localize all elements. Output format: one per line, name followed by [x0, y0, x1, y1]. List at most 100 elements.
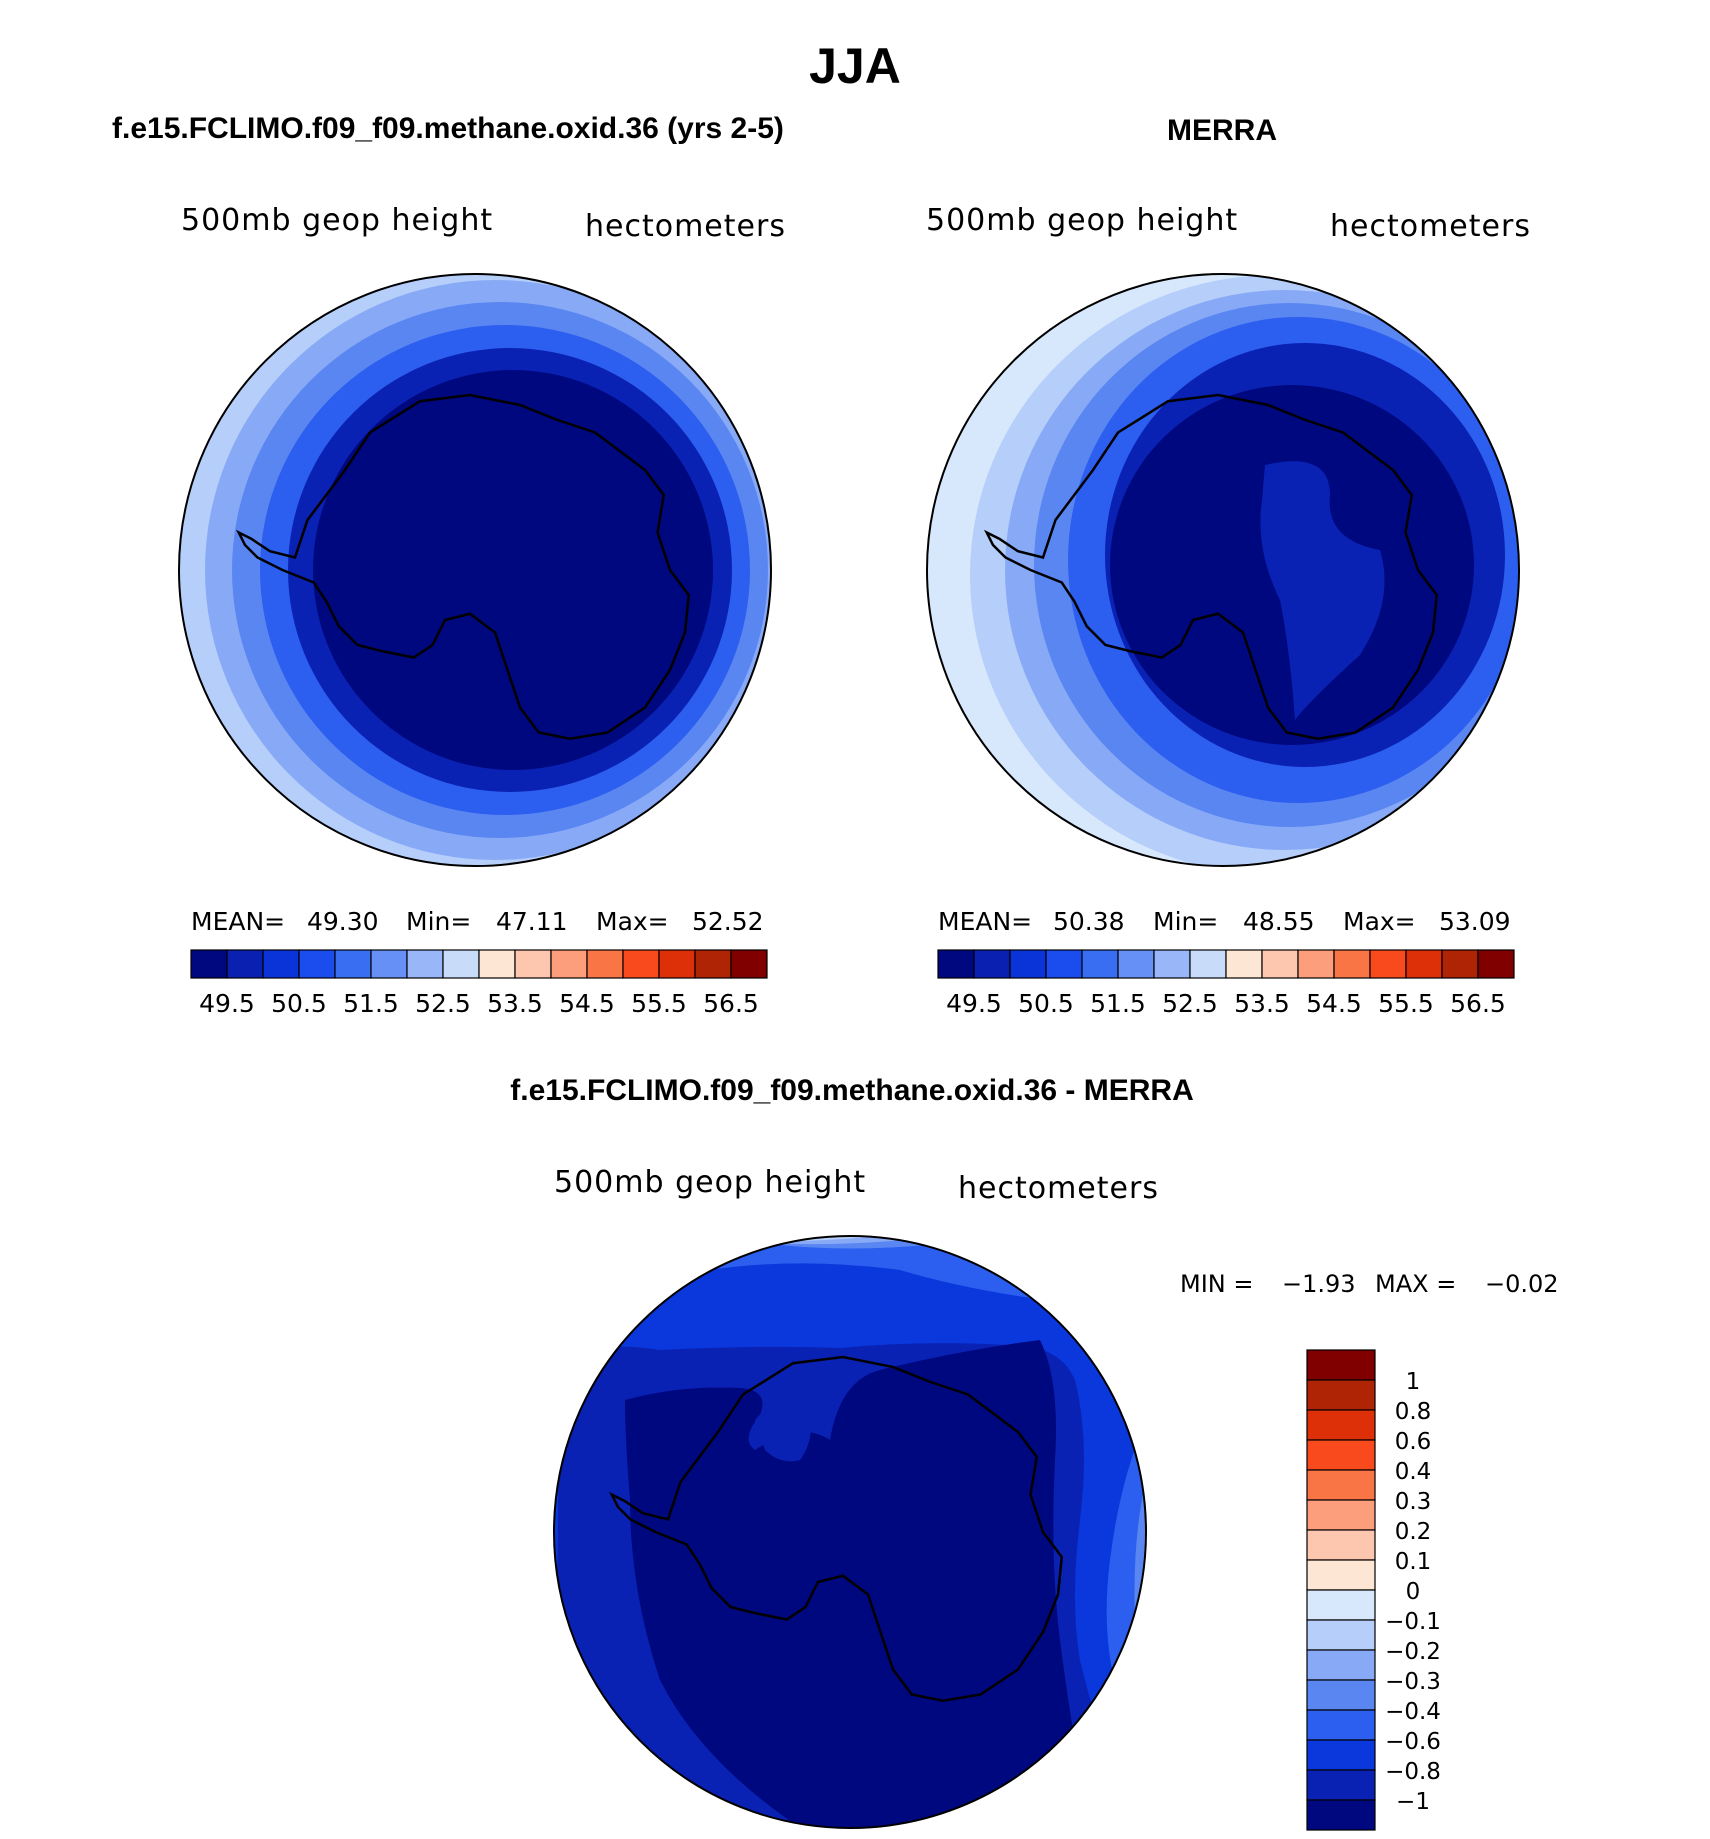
diff-colorbar-box — [1306, 1769, 1376, 1801]
right-colorbar-box — [1225, 949, 1263, 979]
diff-colorbar-box — [1306, 1799, 1376, 1831]
diff-colorbar-tick-label: 0.3 — [1395, 1489, 1432, 1515]
diff-colorbar-box — [1306, 1559, 1376, 1591]
diff-colorbar-box — [1306, 1679, 1376, 1711]
diff-colorbar-tick-label: −0.8 — [1385, 1759, 1441, 1785]
right-colorbar-tick-label: 54.5 — [1306, 989, 1362, 1018]
right-colorbar-box — [1297, 949, 1335, 979]
diff-colorbar-box — [1306, 1739, 1376, 1771]
diff-colorbar-tick-label: −0.6 — [1385, 1729, 1441, 1755]
left-panel: f.e15.FCLIMO.f09_f09.methane.oxid.36 (yr… — [112, 112, 785, 1018]
left-colorbar-box — [406, 949, 444, 979]
left-colorbar-box — [334, 949, 372, 979]
left-colorbar-tick-label: 50.5 — [271, 989, 327, 1018]
right-colorbar-box — [1189, 949, 1227, 979]
left-colorbar-tick-label: 54.5 — [559, 989, 615, 1018]
left-map — [179, 274, 771, 866]
right-colorbar-box — [1153, 949, 1191, 979]
left-stats: MEAN= 49.30 Min= 47.11 Max= 52.52 — [191, 907, 764, 936]
left-colorbar-tick-label: 52.5 — [415, 989, 471, 1018]
right-mean-value: 50.38 — [1053, 907, 1125, 936]
left-colorbar-box — [514, 949, 552, 979]
left-colorbar-box — [190, 949, 228, 979]
right-colorbar-box — [1045, 949, 1083, 979]
diff-colorbar-box — [1306, 1469, 1376, 1501]
diff-colorbar-tick-label: −0.4 — [1385, 1699, 1441, 1725]
left-colorbar-box — [658, 949, 696, 979]
left-colorbar-box — [298, 949, 336, 979]
diff-colorbar-tick-label: −0.2 — [1385, 1639, 1441, 1665]
right-colorbar-box — [1441, 949, 1479, 979]
right-colorbar-box — [937, 949, 975, 979]
diff-colorbar-box — [1306, 1649, 1376, 1681]
diff-stats: MIN = −1.93 MAX = −0.02 — [1180, 1270, 1559, 1298]
diff-colorbar-tick-label: 0.4 — [1395, 1459, 1432, 1485]
left-colorbar — [190, 949, 768, 979]
diff-colorbar-box — [1306, 1409, 1376, 1441]
left-mean-label: MEAN= — [191, 907, 285, 936]
left-min-value: 47.11 — [496, 907, 568, 936]
left-map-outline — [178, 273, 772, 867]
right-stats: MEAN= 50.38 Min= 48.55 Max= 53.09 — [938, 907, 1511, 936]
left-colorbar-box — [586, 949, 624, 979]
diff-colorbar-box — [1306, 1529, 1376, 1561]
left-colorbar-tick-label: 56.5 — [703, 989, 759, 1018]
left-colorbar-box — [694, 949, 732, 979]
right-colorbar-box — [1117, 949, 1155, 979]
right-min-value: 48.55 — [1243, 907, 1315, 936]
right-colorbar-box — [1261, 949, 1299, 979]
left-colorbar-tick-label: 53.5 — [487, 989, 543, 1018]
diff-colorbar-tick-label: 0.1 — [1395, 1549, 1432, 1575]
diff-colorbar-box — [1306, 1499, 1376, 1531]
diff-colorbar-tick-label: 0.8 — [1395, 1399, 1432, 1425]
left-colorbar-box — [370, 949, 408, 979]
right-colorbar-tick-label: 51.5 — [1090, 989, 1146, 1018]
left-colorbar-box — [478, 949, 516, 979]
right-colorbar-box — [1369, 949, 1407, 979]
left-colorbar-tick-label: 49.5 — [199, 989, 255, 1018]
diff-colorbar-tick-label: 1 — [1406, 1369, 1421, 1395]
diff-colorbar-box — [1306, 1709, 1376, 1741]
diff-panel-title: f.e15.FCLIMO.f09_f09.methane.oxid.36 - M… — [510, 1074, 1194, 1107]
right-colorbar-tick-label: 50.5 — [1018, 989, 1074, 1018]
right-colorbar-box — [1081, 949, 1119, 979]
right-colorbar-tick-label: 56.5 — [1450, 989, 1506, 1018]
right-colorbar-tick-label: 49.5 — [946, 989, 1002, 1018]
left-colorbar-tick-label: 51.5 — [343, 989, 399, 1018]
left-colorbar-tick-label: 55.5 — [631, 989, 687, 1018]
diff-map — [554, 1236, 1146, 1828]
right-max-value: 53.09 — [1439, 907, 1511, 936]
diff-variable-label: 500mb geop height — [554, 1165, 866, 1200]
left-max-value: 52.52 — [692, 907, 764, 936]
left-colorbar-ticks: 49.5 50.5 51.5 52.5 53.5 54.5 55.5 56.5 — [199, 989, 759, 1018]
right-colorbar-tick-label: 55.5 — [1378, 989, 1434, 1018]
diff-colorbar-tick-label: 0 — [1406, 1579, 1421, 1605]
right-colorbar — [937, 949, 1515, 979]
left-colorbar-box — [442, 949, 480, 979]
right-colorbar-tick-label: 53.5 — [1234, 989, 1290, 1018]
left-colorbar-box — [226, 949, 264, 979]
right-colorbar-box — [1333, 949, 1371, 979]
diff-colorbar-box — [1306, 1349, 1376, 1381]
diff-max-value: −0.02 — [1485, 1270, 1559, 1298]
diff-colorbar-box — [1306, 1619, 1376, 1651]
diff-colorbar-ticks: 1 0.8 0.6 0.4 0.3 0.2 0.1 0 −0.1 −0.2 −0.3 −0.4 −0.6… — [1385, 1369, 1441, 1815]
right-min-label: Min= — [1153, 907, 1218, 936]
right-colorbar-box — [973, 949, 1011, 979]
right-map — [927, 274, 1519, 866]
left-colorbar-box — [730, 949, 768, 979]
right-mean-label: MEAN= — [938, 907, 1032, 936]
right-panel: MERRA 500mb geop height hectometers MEAN… — [926, 114, 1531, 1018]
diff-colorbar — [1306, 1349, 1376, 1831]
diff-panel: f.e15.FCLIMO.f09_f09.methane.oxid.36 - M… — [510, 1074, 1559, 1831]
diff-max-label: MAX = — [1375, 1270, 1456, 1298]
diff-units-label: hectometers — [958, 1171, 1159, 1206]
right-colorbar-box — [1405, 949, 1443, 979]
diff-colorbar-tick-label: −0.3 — [1385, 1669, 1441, 1695]
diff-colorbar-box — [1306, 1589, 1376, 1621]
diff-colorbar-box — [1306, 1439, 1376, 1471]
right-max-label: Max= — [1343, 907, 1416, 936]
left-max-label: Max= — [596, 907, 669, 936]
diff-colorbar-tick-label: −1 — [1396, 1789, 1430, 1815]
right-units-label: hectometers — [1330, 209, 1531, 244]
